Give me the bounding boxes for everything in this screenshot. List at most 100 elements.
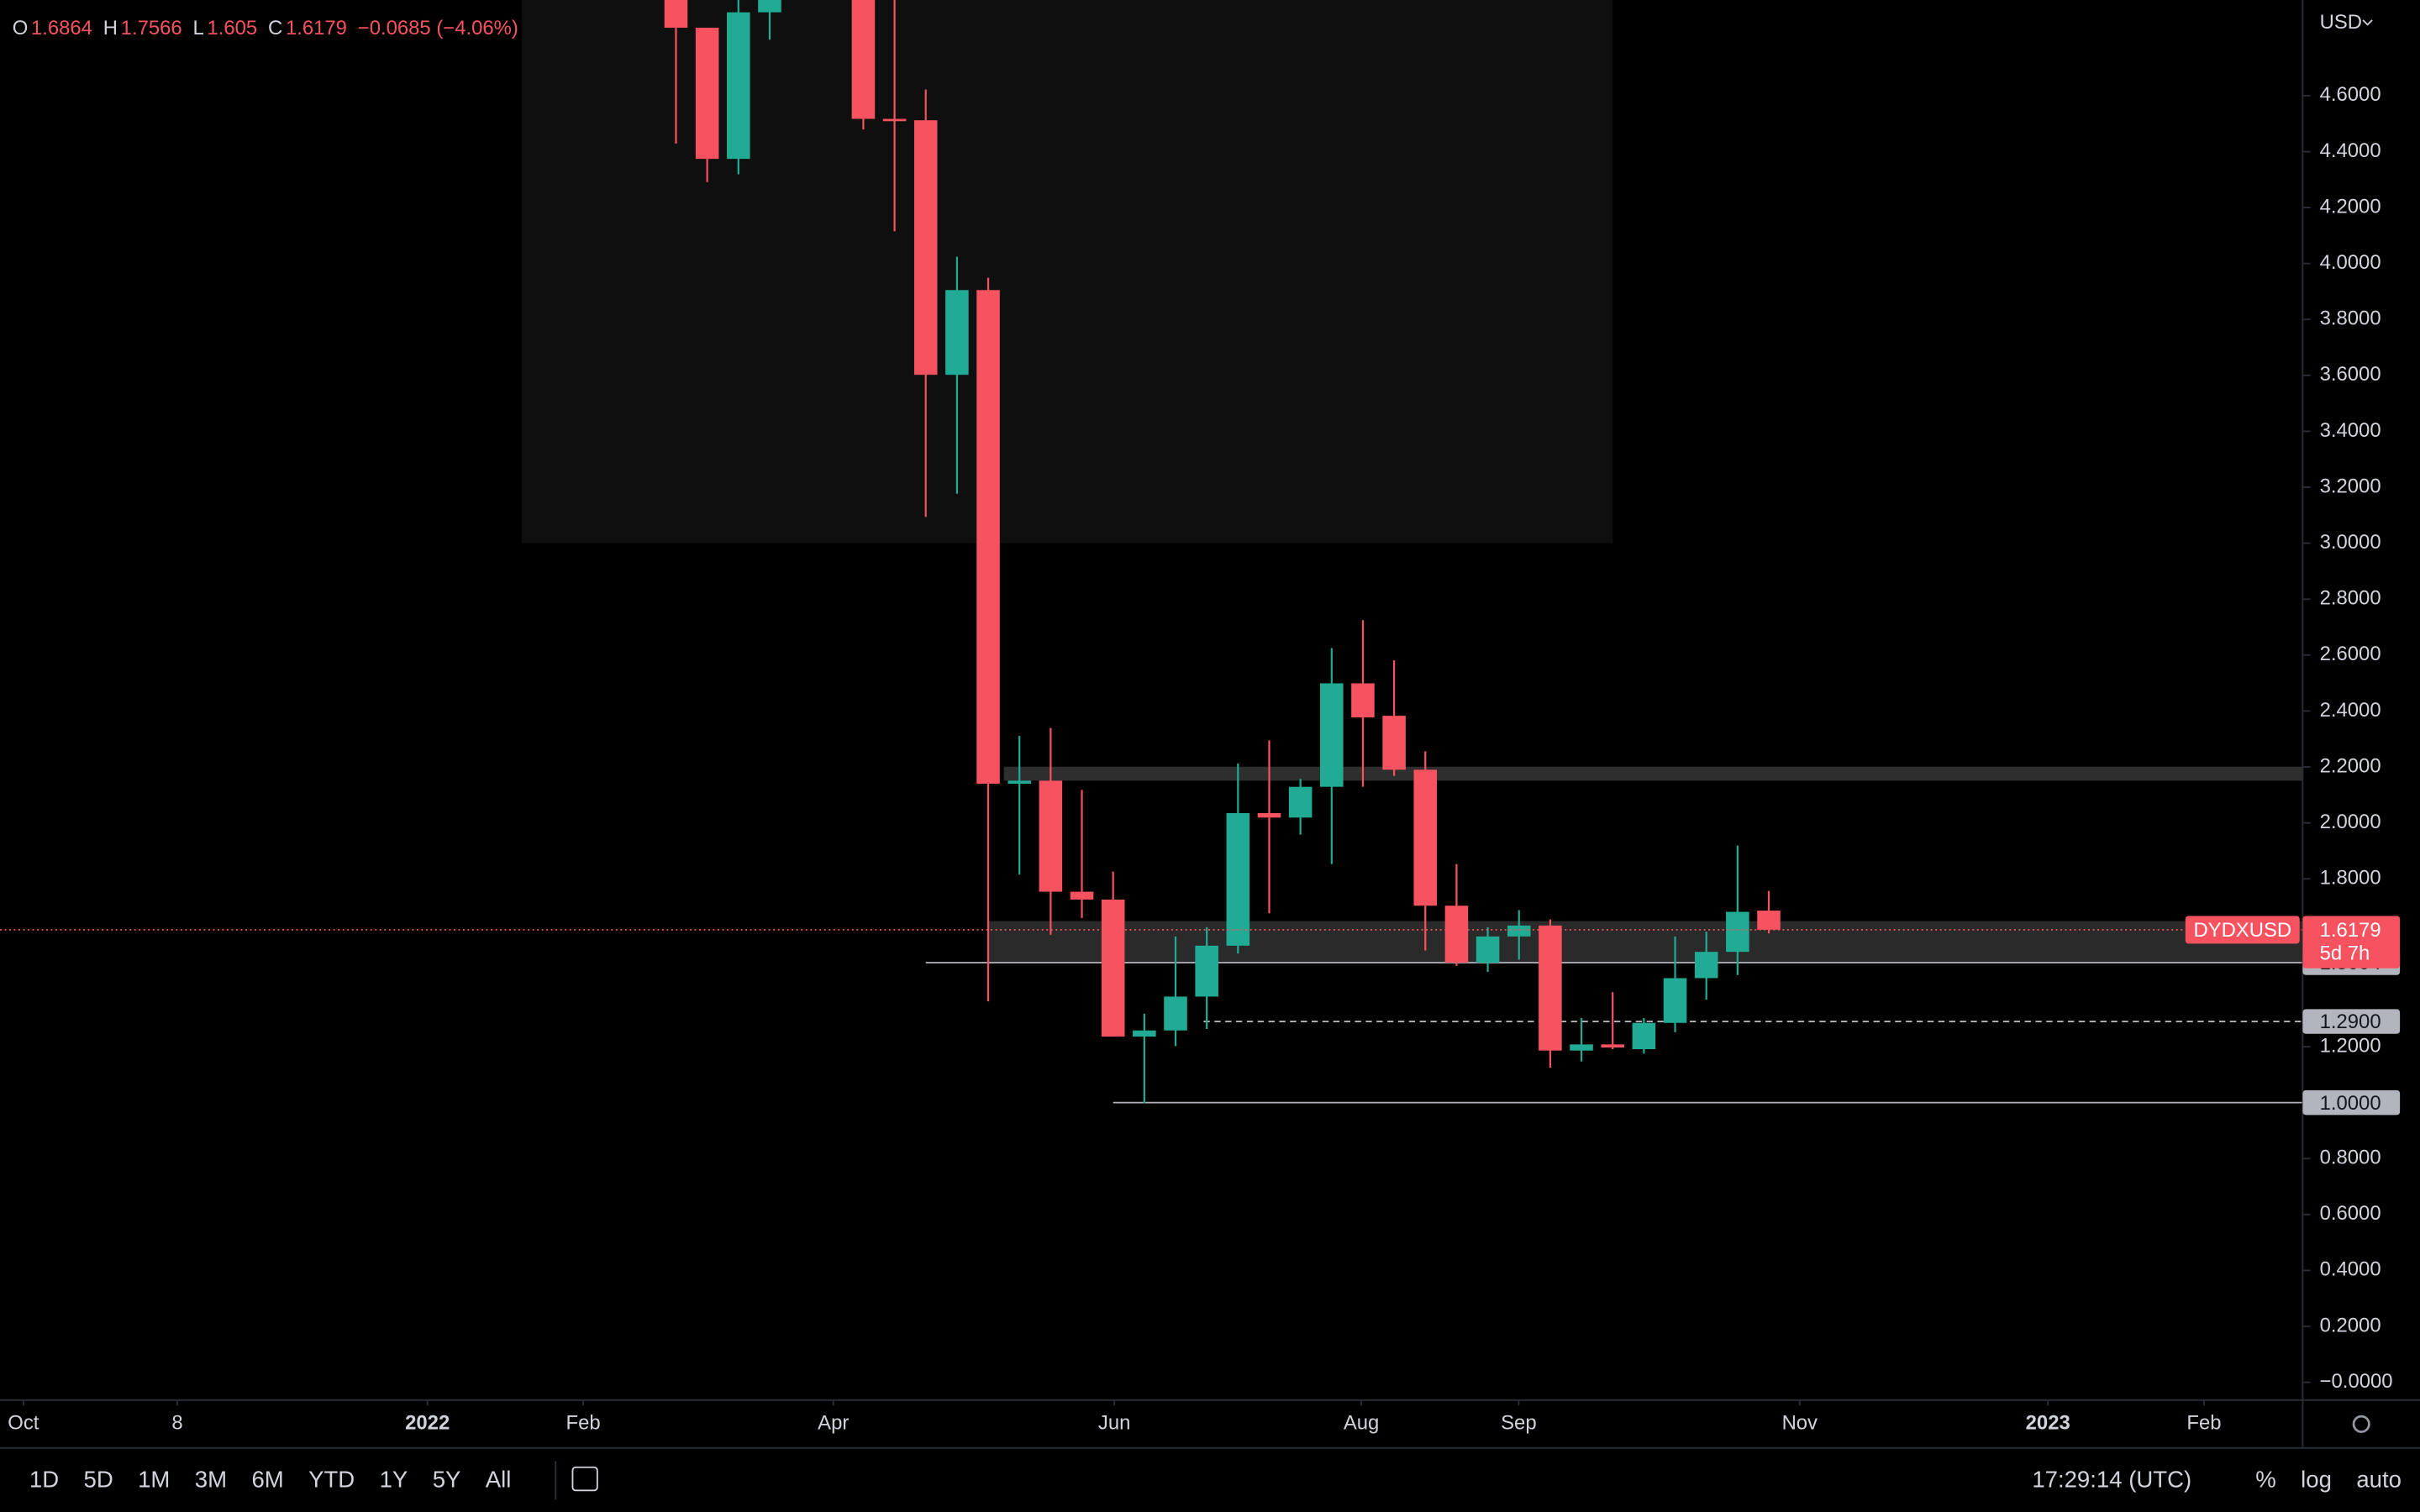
x-tick-label: Feb: [2186, 1412, 2221, 1435]
x-tick-label: 2023: [2026, 1412, 2070, 1435]
ohlc-key: O: [13, 17, 29, 39]
candle-body: [1320, 683, 1344, 787]
candle-body: [1288, 786, 1313, 818]
y-tick-label: −0.0000: [2320, 1370, 2393, 1393]
y-tick-label: 3.8000: [2320, 307, 2381, 330]
level-label: 1.2900: [2320, 1011, 2381, 1033]
y-tick-label: 2.8000: [2320, 587, 2381, 610]
range-button[interactable]: 3M: [195, 1467, 227, 1493]
price-badge: [2302, 916, 2401, 969]
x-tick-label: 8: [171, 1412, 182, 1435]
candle-body: [1257, 812, 1281, 818]
candle-body: [1694, 952, 1718, 979]
candle-body: [851, 0, 876, 119]
candle-body: [913, 120, 938, 375]
change: −0.0685 (−4.06%): [358, 17, 518, 39]
candle-body: [1195, 945, 1218, 997]
candle-body: [1164, 996, 1187, 1031]
scale-option[interactable]: log: [2301, 1467, 2332, 1493]
y-tick-label: 4.2000: [2320, 195, 2381, 218]
range-button[interactable]: All: [486, 1467, 512, 1493]
candle-body: [727, 12, 750, 160]
ohlc-value: 1.7566: [121, 17, 182, 39]
date-range-icon[interactable]: [571, 1466, 598, 1492]
candle-body: [1039, 780, 1063, 892]
range-button[interactable]: 6M: [251, 1467, 283, 1493]
y-tick-label: 4.4000: [2320, 139, 2381, 162]
zone: [521, 0, 1613, 543]
x-tick-label: Sep: [1501, 1412, 1536, 1435]
range-button[interactable]: 1M: [138, 1467, 170, 1493]
candle-body: [1757, 911, 1781, 930]
countdown: 5d 7h: [2320, 942, 2370, 965]
y-tick-label: 1.8000: [2320, 867, 2381, 890]
y-tick-label: 4.6000: [2320, 83, 2381, 106]
candle-body: [976, 290, 1000, 785]
ohlc-key: L: [193, 17, 204, 39]
candle-body: [1007, 780, 1031, 785]
currency[interactable]: USD: [2320, 11, 2362, 34]
candle-body: [1476, 936, 1500, 963]
candle-body: [1101, 899, 1125, 1037]
candle-body: [882, 118, 907, 122]
plot-area: [0, 0, 2303, 1104]
candle-body: [1570, 1044, 1593, 1051]
y-tick-label: 2.4000: [2320, 699, 2381, 722]
symbol-badge: [2185, 916, 2300, 944]
y-tick-label: 3.2000: [2320, 475, 2381, 497]
range-button[interactable]: 1D: [29, 1467, 59, 1493]
candle-body: [1726, 911, 1749, 953]
candle-body: [1133, 1030, 1156, 1037]
range-button[interactable]: YTD: [308, 1467, 355, 1493]
y-tick-label: 4.0000: [2320, 251, 2381, 274]
ohlc-value: 1.605: [207, 17, 257, 39]
y-tick-label: 3.0000: [2320, 531, 2381, 554]
candle-body: [1351, 683, 1375, 718]
clock: 17:29:14 (UTC): [2032, 1467, 2191, 1493]
x-tick-label: Aug: [1344, 1412, 1379, 1435]
ohlc-key: C: [268, 17, 282, 39]
settings-icon[interactable]: [2352, 1415, 2370, 1433]
x-tick-label: Feb: [566, 1412, 601, 1435]
x-tick-label: Oct: [8, 1412, 39, 1435]
candle-body: [1663, 978, 1687, 1023]
candle-body: [1632, 1022, 1656, 1050]
range-button[interactable]: 5D: [84, 1467, 113, 1493]
level-badge: [2302, 1009, 2401, 1034]
symbol-label: DYDXUSD: [2193, 919, 2291, 942]
scale-option[interactable]: %: [2255, 1467, 2276, 1493]
candle-body: [1413, 769, 1438, 906]
y-tick-label: 2.6000: [2320, 643, 2381, 665]
range-button[interactable]: 1Y: [380, 1467, 408, 1493]
y-tick-label: 1.2000: [2320, 1034, 2381, 1057]
x-tick-label: Nov: [1782, 1412, 1818, 1435]
candle-body: [758, 0, 781, 13]
currency-caret: [2362, 19, 2373, 26]
y-tick-label: 2.2000: [2320, 754, 2381, 777]
candle-body: [695, 27, 719, 160]
x-tick-label: Jun: [1098, 1412, 1130, 1435]
zone: [1003, 766, 2303, 781]
ohlc-value: 1.6179: [286, 17, 347, 39]
candle-body: [1539, 925, 1562, 1051]
candle-body: [1601, 1044, 1624, 1048]
y-tick-label: 3.4000: [2320, 419, 2381, 442]
y-tick-label: 0.2000: [2320, 1314, 2381, 1336]
y-tick-label: 3.6000: [2320, 363, 2381, 386]
candle-body: [1444, 906, 1469, 963]
level-badge: [2302, 1089, 2401, 1116]
candle-body: [1070, 891, 1094, 900]
y-tick-label: 2.0000: [2320, 811, 2381, 833]
y-tick-label: 0.8000: [2320, 1147, 2381, 1169]
ohlc-value: 1.6864: [31, 17, 92, 39]
range-button[interactable]: 5Y: [433, 1467, 461, 1493]
level-label: 1.0000: [2320, 1092, 2381, 1115]
scale-option[interactable]: auto: [2356, 1467, 2402, 1493]
zone: [988, 921, 2303, 963]
candle-body: [1507, 925, 1531, 937]
price-label: 1.6179: [2320, 919, 2381, 942]
candle-body: [1226, 812, 1250, 946]
x-tick-label: Apr: [818, 1412, 849, 1435]
